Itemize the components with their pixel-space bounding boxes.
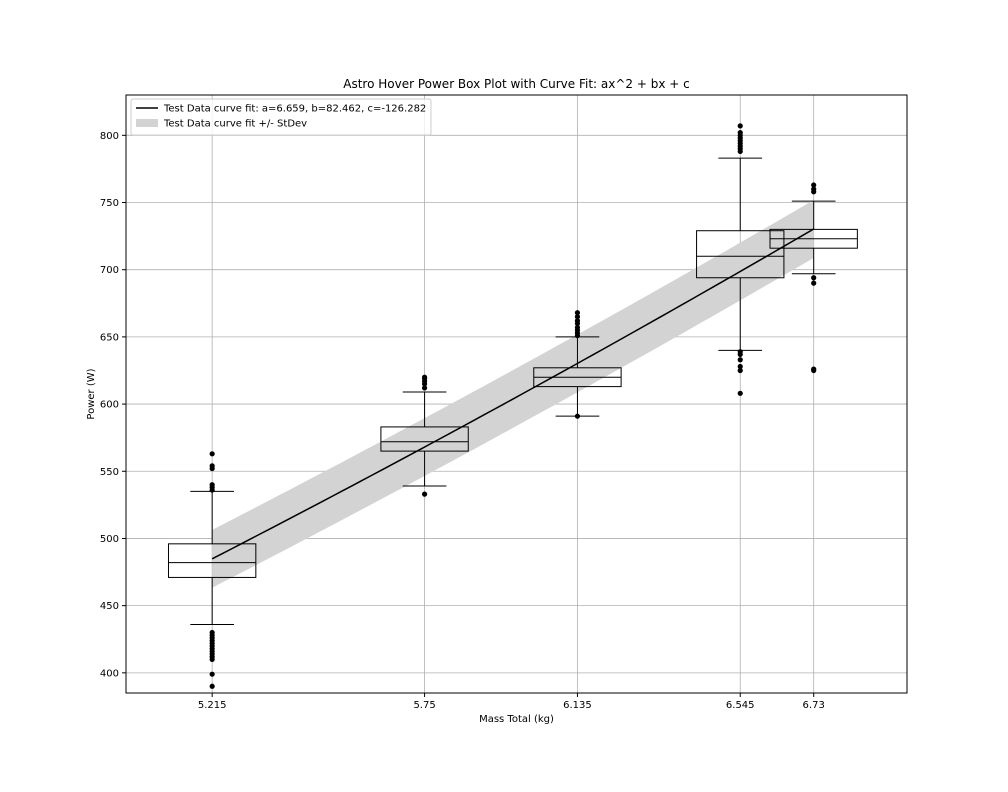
box-group	[769, 182, 858, 374]
outlier-point	[811, 366, 817, 372]
outlier-point	[737, 367, 743, 374]
box-layer	[167, 123, 858, 689]
x-tick-label: 6.545	[726, 700, 755, 711]
legend-band-swatch	[136, 119, 158, 127]
x-tick-label: 5.215	[198, 700, 227, 711]
y-tick-label: 550	[100, 467, 119, 478]
outlier-point	[737, 349, 743, 355]
box-iqr	[696, 230, 785, 279]
legend: Test Data curve fit: a=6.659, b=82.462, …	[130, 98, 432, 136]
outlier-point	[811, 275, 817, 281]
y-tick-label: 500	[100, 534, 119, 545]
y-tick-label: 750	[100, 198, 119, 209]
outlier-point	[811, 182, 817, 188]
outlier-point	[737, 363, 743, 370]
x-tick-label: 5.75	[413, 700, 435, 711]
chart-title: Astro Hover Power Box Plot with Curve Fi…	[343, 77, 689, 91]
box-group	[167, 451, 257, 689]
outlier-point	[574, 324, 581, 331]
outlier-point	[574, 314, 581, 320]
tick-layer: 5.215 5.75 6.135 6.545 6.73 400 450 500 550 600 65…	[100, 131, 825, 711]
y-tick-label: 700	[100, 265, 119, 276]
outlier-point	[421, 491, 428, 497]
legend-band-label: Test Data curve fit +/- StDev	[163, 119, 307, 130]
outlier-point	[209, 451, 215, 457]
legend-frame	[130, 98, 432, 136]
outlier-point	[811, 186, 817, 192]
outlier-point	[209, 629, 215, 636]
outlier-point	[737, 390, 743, 396]
outlier-point	[737, 123, 743, 129]
legend-curve-label: Test Data curve fit: a=6.659, b=82.462, …	[163, 104, 426, 115]
box-iqr	[167, 543, 257, 578]
outlier-point	[209, 463, 215, 469]
box-iqr	[380, 426, 469, 452]
curve-fit-line	[211, 228, 815, 560]
outlier-point	[811, 280, 817, 286]
outlier-point	[421, 385, 428, 391]
x-tick-label: 6.135	[563, 700, 592, 711]
box-group	[380, 374, 469, 497]
outlier-point	[737, 130, 743, 136]
outlier-point	[737, 357, 743, 363]
plot-frame	[125, 94, 908, 694]
outlier-point	[421, 374, 428, 380]
outlier-point	[209, 683, 215, 689]
y-tick-label: 400	[100, 668, 119, 679]
outlier-point	[574, 310, 581, 316]
box-group	[696, 123, 785, 396]
outlier-point	[209, 671, 215, 677]
y-tick-label: 800	[100, 131, 119, 142]
y-tick-label: 600	[100, 400, 119, 411]
outlier-point	[574, 413, 581, 419]
outlier-point	[574, 318, 581, 324]
y-axis-label: Power (W)	[86, 368, 97, 419]
y-tick-label: 450	[100, 601, 119, 612]
x-axis-label: Mass Total (kg)	[479, 714, 554, 725]
x-tick-label: 6.73	[803, 700, 825, 711]
outlier-point	[209, 482, 215, 488]
stdev-band-layer	[212, 200, 814, 588]
y-tick-label: 650	[100, 332, 119, 343]
stdev-band	[212, 200, 814, 588]
curve-layer	[211, 228, 815, 560]
